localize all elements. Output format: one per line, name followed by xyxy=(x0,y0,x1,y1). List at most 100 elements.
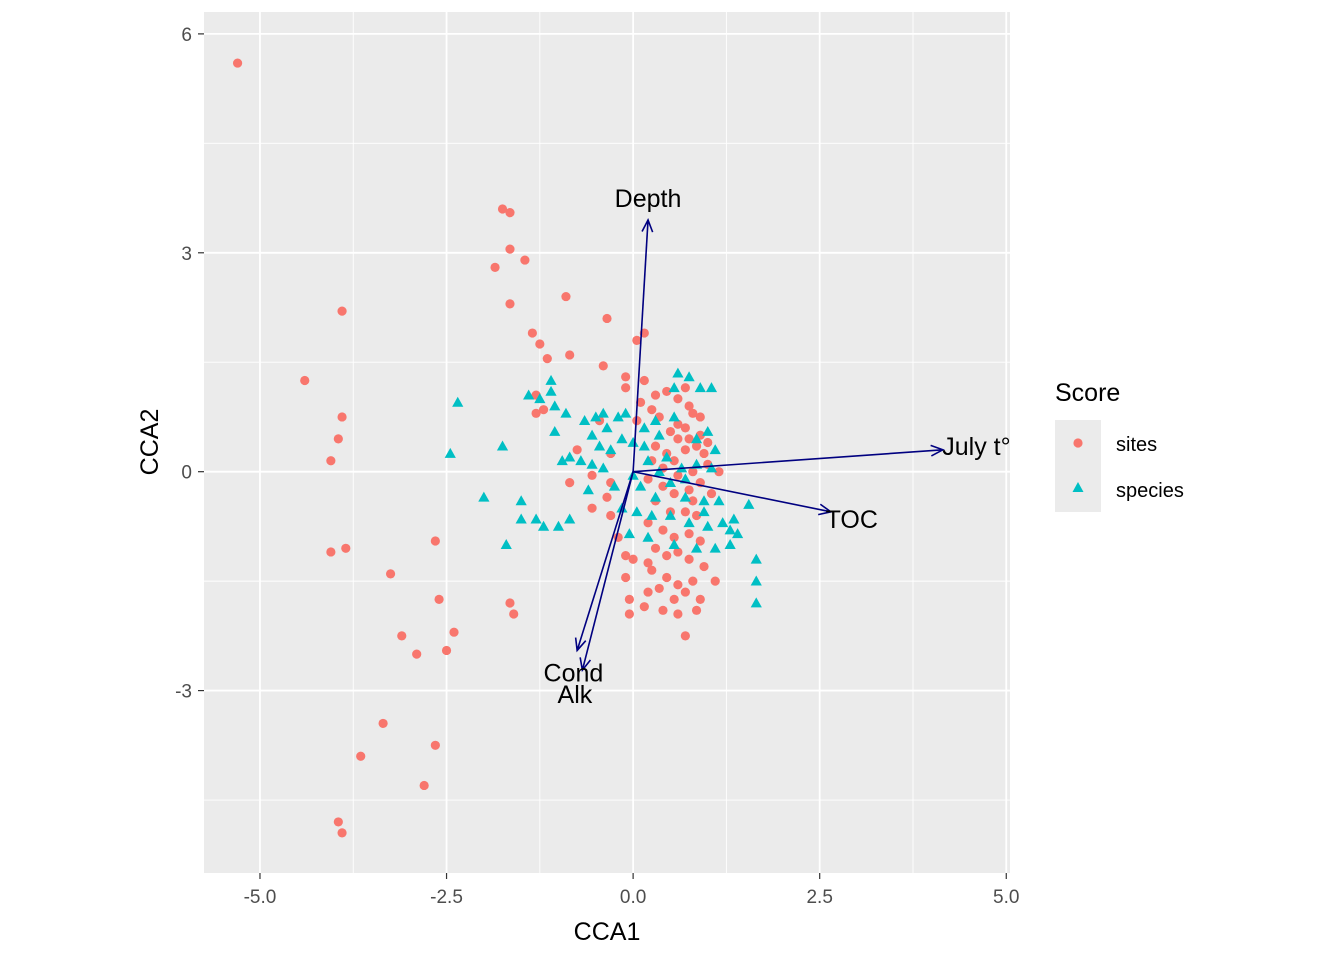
species-point xyxy=(564,513,576,524)
species-point xyxy=(597,462,609,473)
vector-arrowhead xyxy=(574,637,587,653)
species-point xyxy=(705,382,718,393)
sites-point xyxy=(650,390,661,400)
x-axis-title: CCA1 xyxy=(574,918,641,946)
sites-point xyxy=(337,412,347,422)
species-point xyxy=(649,415,662,425)
vector-arrow xyxy=(581,471,634,671)
sites-point xyxy=(691,441,702,451)
sites-point xyxy=(621,383,631,393)
sites-point xyxy=(680,631,690,641)
species-point xyxy=(653,466,665,477)
sites-point xyxy=(684,401,694,411)
sites-point xyxy=(527,328,537,338)
sites-point xyxy=(326,547,336,557)
sites-point xyxy=(662,572,672,583)
species-point xyxy=(582,484,594,495)
sites-point xyxy=(688,576,698,586)
legend-label-species: species xyxy=(1116,480,1184,502)
sites-point xyxy=(684,434,694,444)
species-point xyxy=(750,553,762,564)
species-point xyxy=(579,415,591,425)
sites-point xyxy=(434,594,444,604)
sites-point xyxy=(632,335,642,345)
species-point xyxy=(608,480,621,491)
vector-arrowhead xyxy=(930,444,945,457)
species-point xyxy=(642,455,654,466)
sites-point xyxy=(621,550,631,561)
species-point xyxy=(724,524,736,535)
sites-point xyxy=(658,481,668,491)
sites-point xyxy=(572,445,582,455)
sites-point xyxy=(621,372,631,382)
species-point xyxy=(478,491,490,502)
sites-point xyxy=(680,383,690,393)
sites-point xyxy=(699,561,709,572)
species-point xyxy=(575,455,587,466)
species-point xyxy=(560,407,572,418)
species-point xyxy=(668,539,680,550)
sites-point xyxy=(300,375,310,386)
species-point xyxy=(679,473,691,484)
sites-point xyxy=(684,529,694,539)
sites-point xyxy=(538,405,549,415)
legend-key-species xyxy=(1072,482,1084,492)
species-point xyxy=(496,440,509,451)
x-tick-label: 5.0 xyxy=(993,887,1019,908)
sites-point xyxy=(673,434,683,444)
species-point xyxy=(452,396,464,407)
sites-point xyxy=(673,580,683,590)
sites-point xyxy=(337,828,347,838)
species-point xyxy=(750,575,762,586)
sites-point xyxy=(561,291,571,302)
sites-point xyxy=(688,496,698,506)
species-point xyxy=(534,393,546,404)
species-point xyxy=(694,382,706,393)
species-point xyxy=(717,517,729,528)
sites-point xyxy=(385,569,396,579)
sites-point xyxy=(587,470,597,480)
sites-point xyxy=(647,405,657,415)
species-point xyxy=(631,506,643,517)
sites-point xyxy=(695,594,705,604)
species-point xyxy=(620,407,632,418)
sites-point xyxy=(505,208,515,218)
sites-point xyxy=(643,474,653,484)
species-point xyxy=(672,367,684,378)
species-point xyxy=(705,462,718,473)
sites-point xyxy=(509,609,519,619)
sites-point xyxy=(669,488,679,499)
sites-point xyxy=(695,412,705,422)
species-point xyxy=(545,374,557,385)
species-point xyxy=(642,531,654,542)
plot-panel xyxy=(204,12,1010,873)
vector-arrow xyxy=(633,448,943,473)
vector-arrow xyxy=(632,219,649,472)
sites-point xyxy=(643,518,653,528)
sites-point xyxy=(688,467,698,477)
vector-arrow xyxy=(632,470,832,513)
species-point xyxy=(713,495,725,506)
species-point xyxy=(616,433,628,444)
sites-point xyxy=(673,547,683,557)
vector-label: Cond xyxy=(544,659,604,687)
sites-point xyxy=(606,510,616,521)
species-point xyxy=(750,597,762,608)
y-tick-label: -3 xyxy=(175,682,192,703)
species-point xyxy=(545,385,557,396)
sites-point xyxy=(673,419,683,429)
species-point xyxy=(597,407,609,418)
sites-point xyxy=(647,565,657,575)
vector-arrowhead xyxy=(818,503,833,516)
species-point xyxy=(601,422,613,433)
species-point xyxy=(586,458,598,469)
sites-point xyxy=(412,649,422,659)
species-point xyxy=(732,528,744,539)
sites-point xyxy=(430,536,440,546)
species-point xyxy=(709,444,721,455)
legend-title: Score xyxy=(1055,379,1120,407)
sites-point xyxy=(419,780,429,791)
sites-point xyxy=(624,594,634,604)
sites-point xyxy=(658,605,668,615)
